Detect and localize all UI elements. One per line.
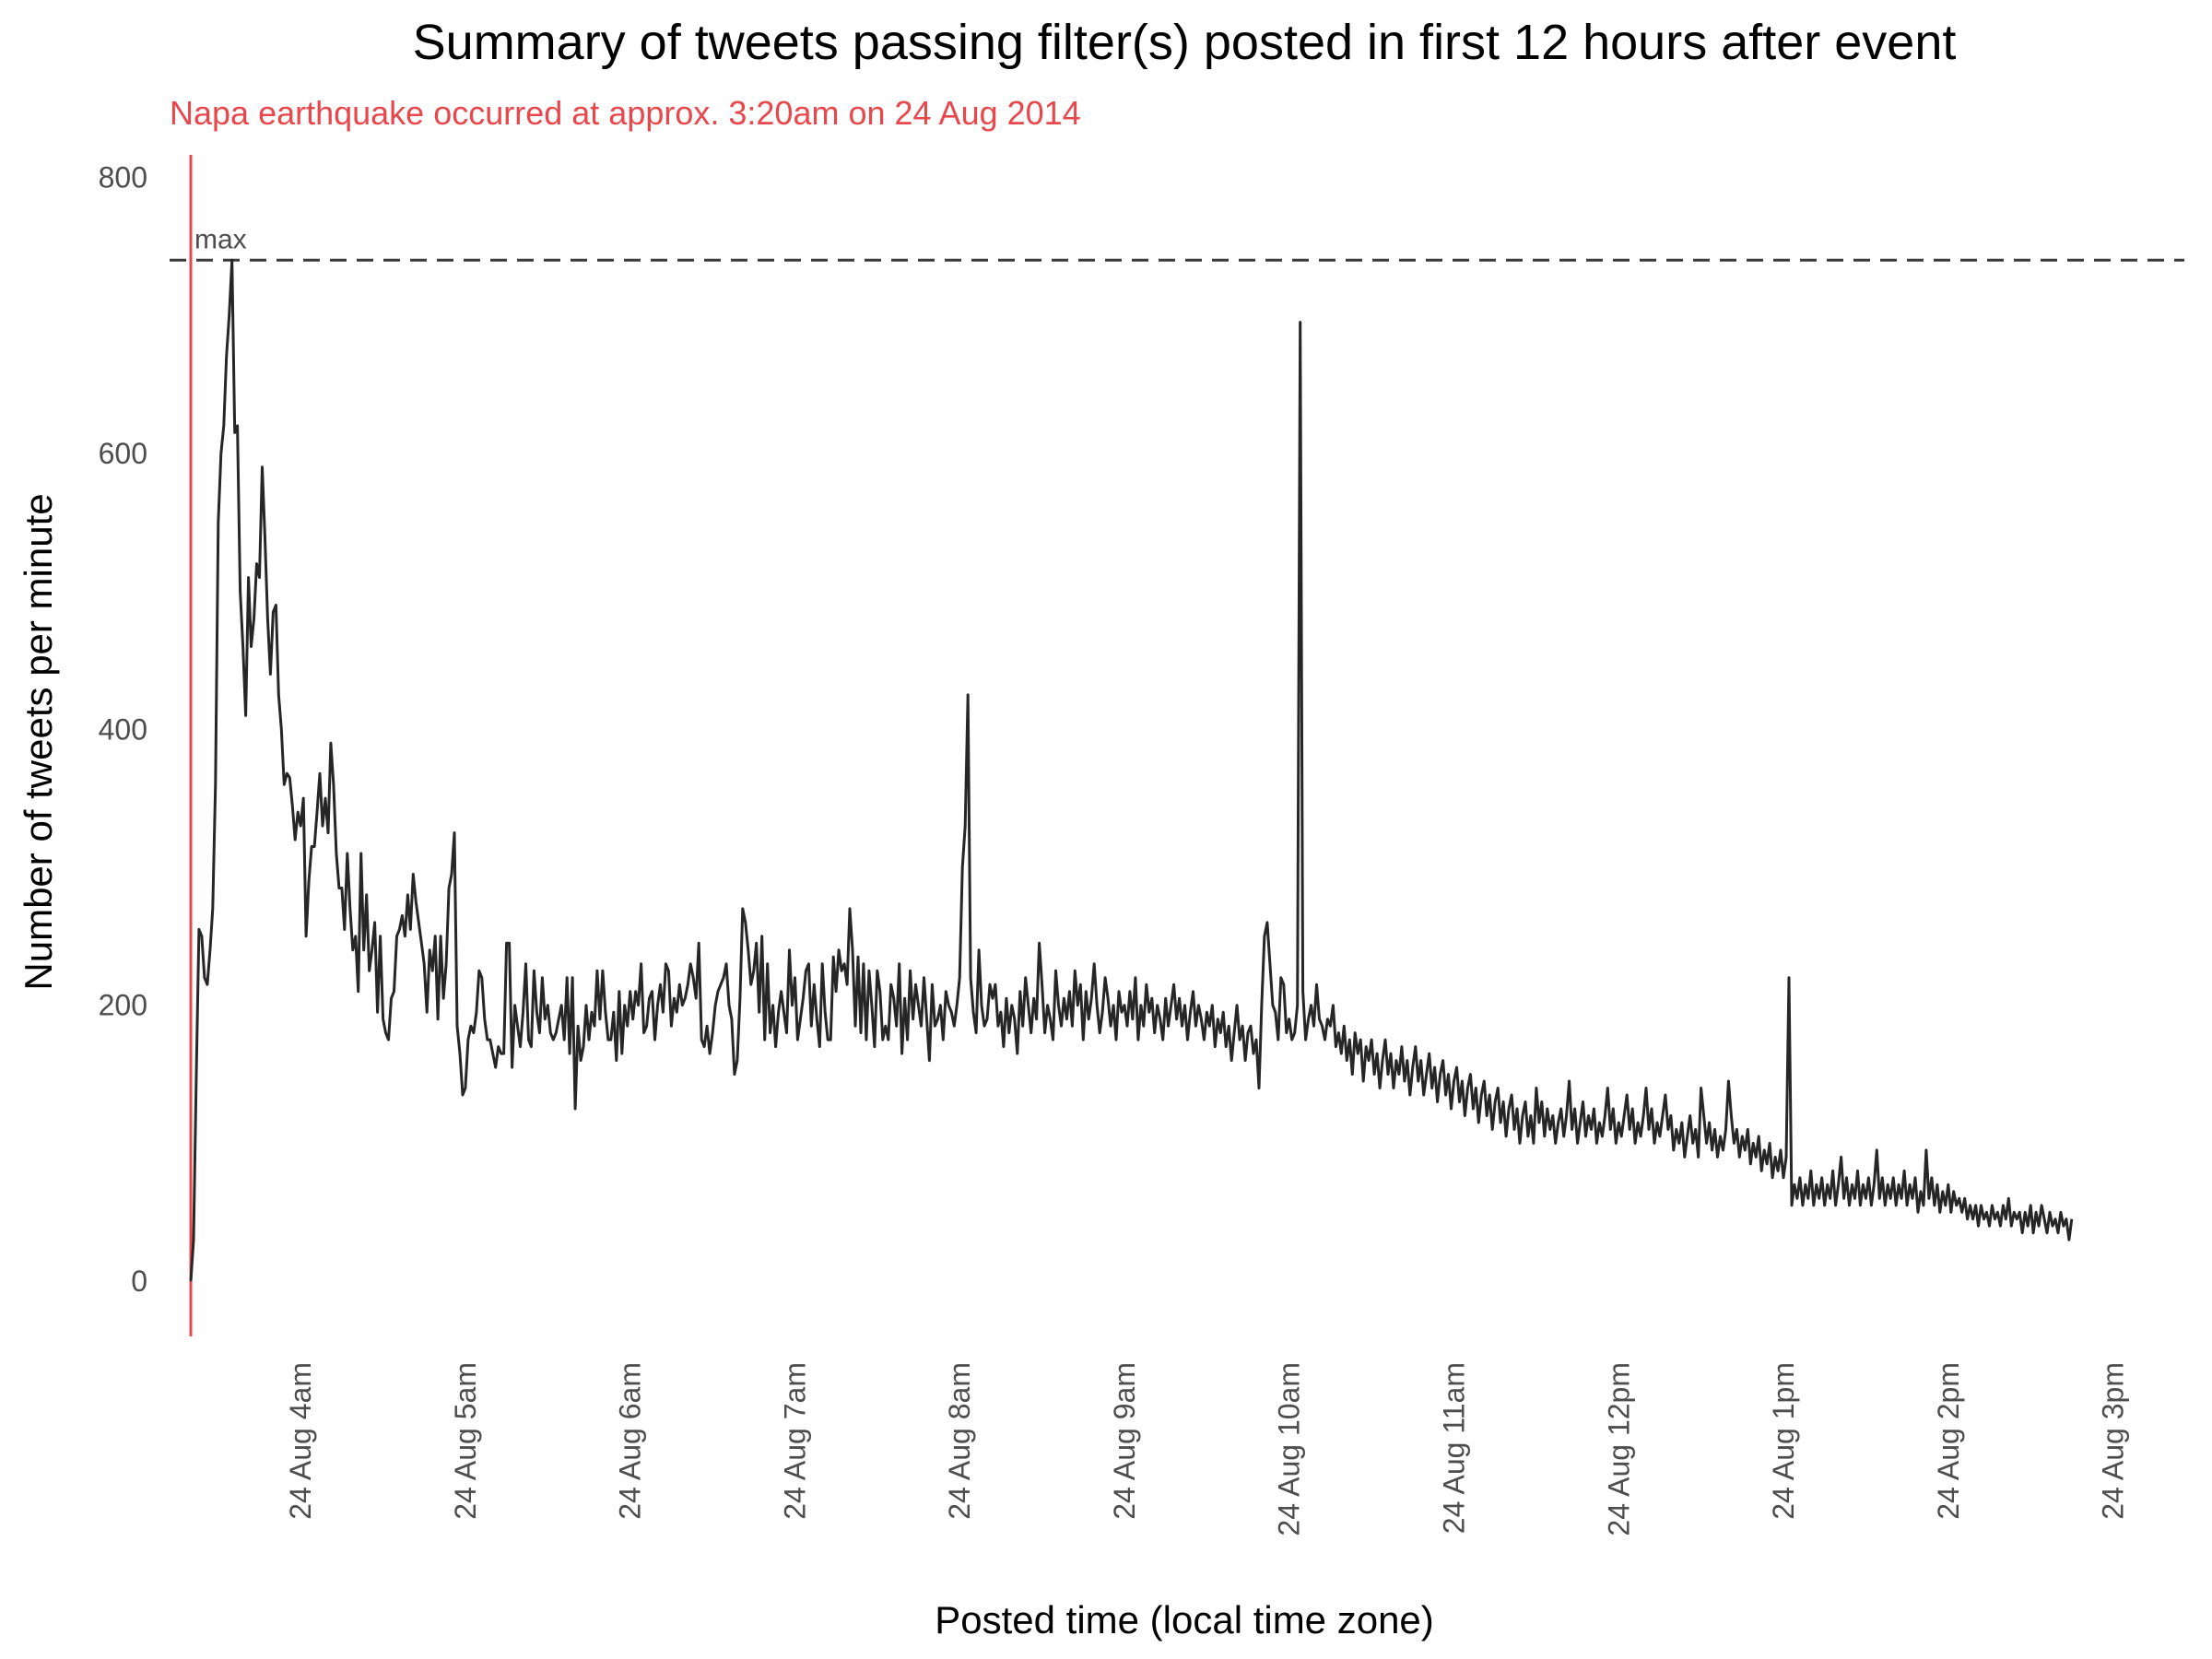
x-tick-label: 24 Aug 11am (1437, 1362, 1470, 1534)
x-tick-label: 24 Aug 12pm (1602, 1362, 1635, 1536)
y-axis-title: Number of tweets per minute (17, 493, 60, 990)
y-tick-label: 400 (99, 712, 147, 746)
y-tick-label: 800 (99, 160, 147, 194)
x-tick-label: 24 Aug 1pm (1767, 1362, 1800, 1520)
x-tick-label: 24 Aug 10am (1273, 1362, 1306, 1536)
series-layer (189, 258, 2074, 1282)
chart-subtitle: Napa earthquake occurred at approx. 3:20… (170, 94, 1081, 132)
chart-title: Summary of tweets passing filter(s) post… (413, 15, 1957, 70)
x-axis-title: Posted time (local time zone) (935, 1598, 1434, 1641)
x-tick-label: 24 Aug 4am (284, 1362, 317, 1520)
x-tick-label: 24 Aug 7am (778, 1362, 811, 1520)
y-tick-label: 0 (131, 1265, 147, 1298)
y-tick-label: 200 (99, 989, 147, 1022)
max-label: max (194, 224, 247, 254)
x-axis-ticks: 24 Aug 4am 24 Aug 5am 24 Aug 6am 24 Aug 7am… (284, 1362, 2129, 1536)
series-line (189, 258, 2074, 1282)
x-tick-label: 24 Aug 8am (943, 1362, 976, 1520)
x-tick-label: 24 Aug 6am (614, 1362, 647, 1520)
x-tick-label: 24 Aug 9am (1108, 1362, 1141, 1520)
x-tick-label: 24 Aug 5am (449, 1362, 482, 1520)
x-tick-label: 24 Aug 2pm (1932, 1362, 1965, 1520)
y-tick-label: 600 (99, 437, 147, 470)
y-axis-ticks: 0 200 400 600 800 (99, 160, 147, 1298)
x-tick-label: 24 Aug 3pm (2097, 1362, 2130, 1520)
